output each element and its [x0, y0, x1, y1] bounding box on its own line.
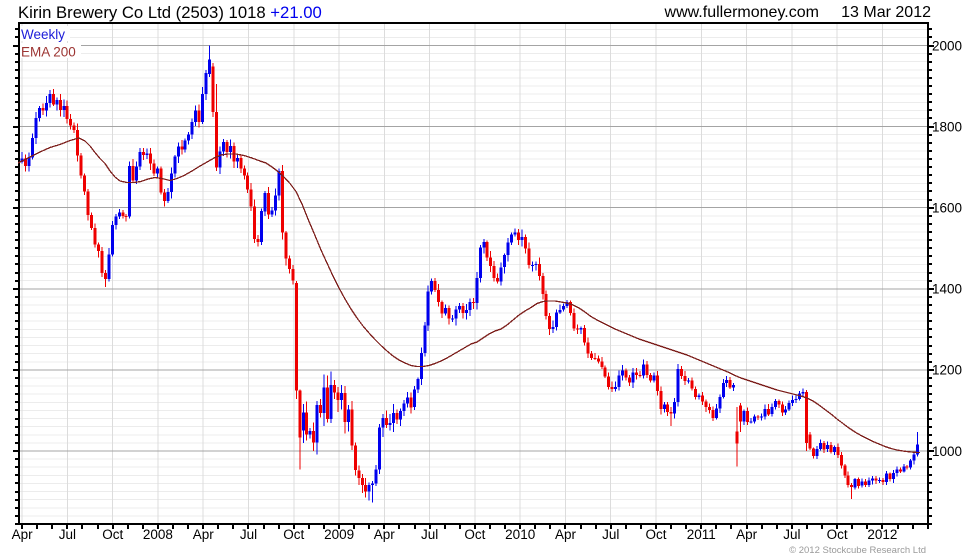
svg-text:Oct: Oct [283, 527, 304, 542]
svg-text:2008: 2008 [143, 527, 173, 542]
svg-text:1600: 1600 [932, 201, 962, 216]
svg-text:Oct: Oct [645, 527, 666, 542]
svg-text:Jul: Jul [240, 527, 257, 542]
svg-text:Apr: Apr [736, 527, 758, 542]
svg-text:Oct: Oct [102, 527, 123, 542]
svg-text:2009: 2009 [324, 527, 354, 542]
svg-text:Jul: Jul [421, 527, 438, 542]
svg-text:2000: 2000 [932, 38, 962, 53]
svg-text:1800: 1800 [932, 119, 962, 134]
svg-text:Jul: Jul [602, 527, 619, 542]
svg-text:Apr: Apr [193, 527, 215, 542]
svg-text:2010: 2010 [505, 527, 535, 542]
svg-text:Oct: Oct [827, 527, 848, 542]
svg-text:1400: 1400 [932, 282, 962, 297]
svg-text:EMA 200: EMA 200 [21, 45, 76, 60]
svg-text:2011: 2011 [687, 527, 716, 542]
svg-text:Oct: Oct [464, 527, 485, 542]
svg-text:Apr: Apr [12, 527, 34, 542]
svg-text:1200: 1200 [932, 363, 962, 378]
svg-text:2012: 2012 [867, 527, 897, 542]
svg-text:Weekly: Weekly [21, 27, 65, 42]
svg-text:1000: 1000 [932, 444, 962, 459]
svg-text:Jul: Jul [59, 527, 76, 542]
svg-text:Apr: Apr [374, 527, 396, 542]
svg-text:Apr: Apr [555, 527, 577, 542]
svg-text:Jul: Jul [783, 527, 800, 542]
